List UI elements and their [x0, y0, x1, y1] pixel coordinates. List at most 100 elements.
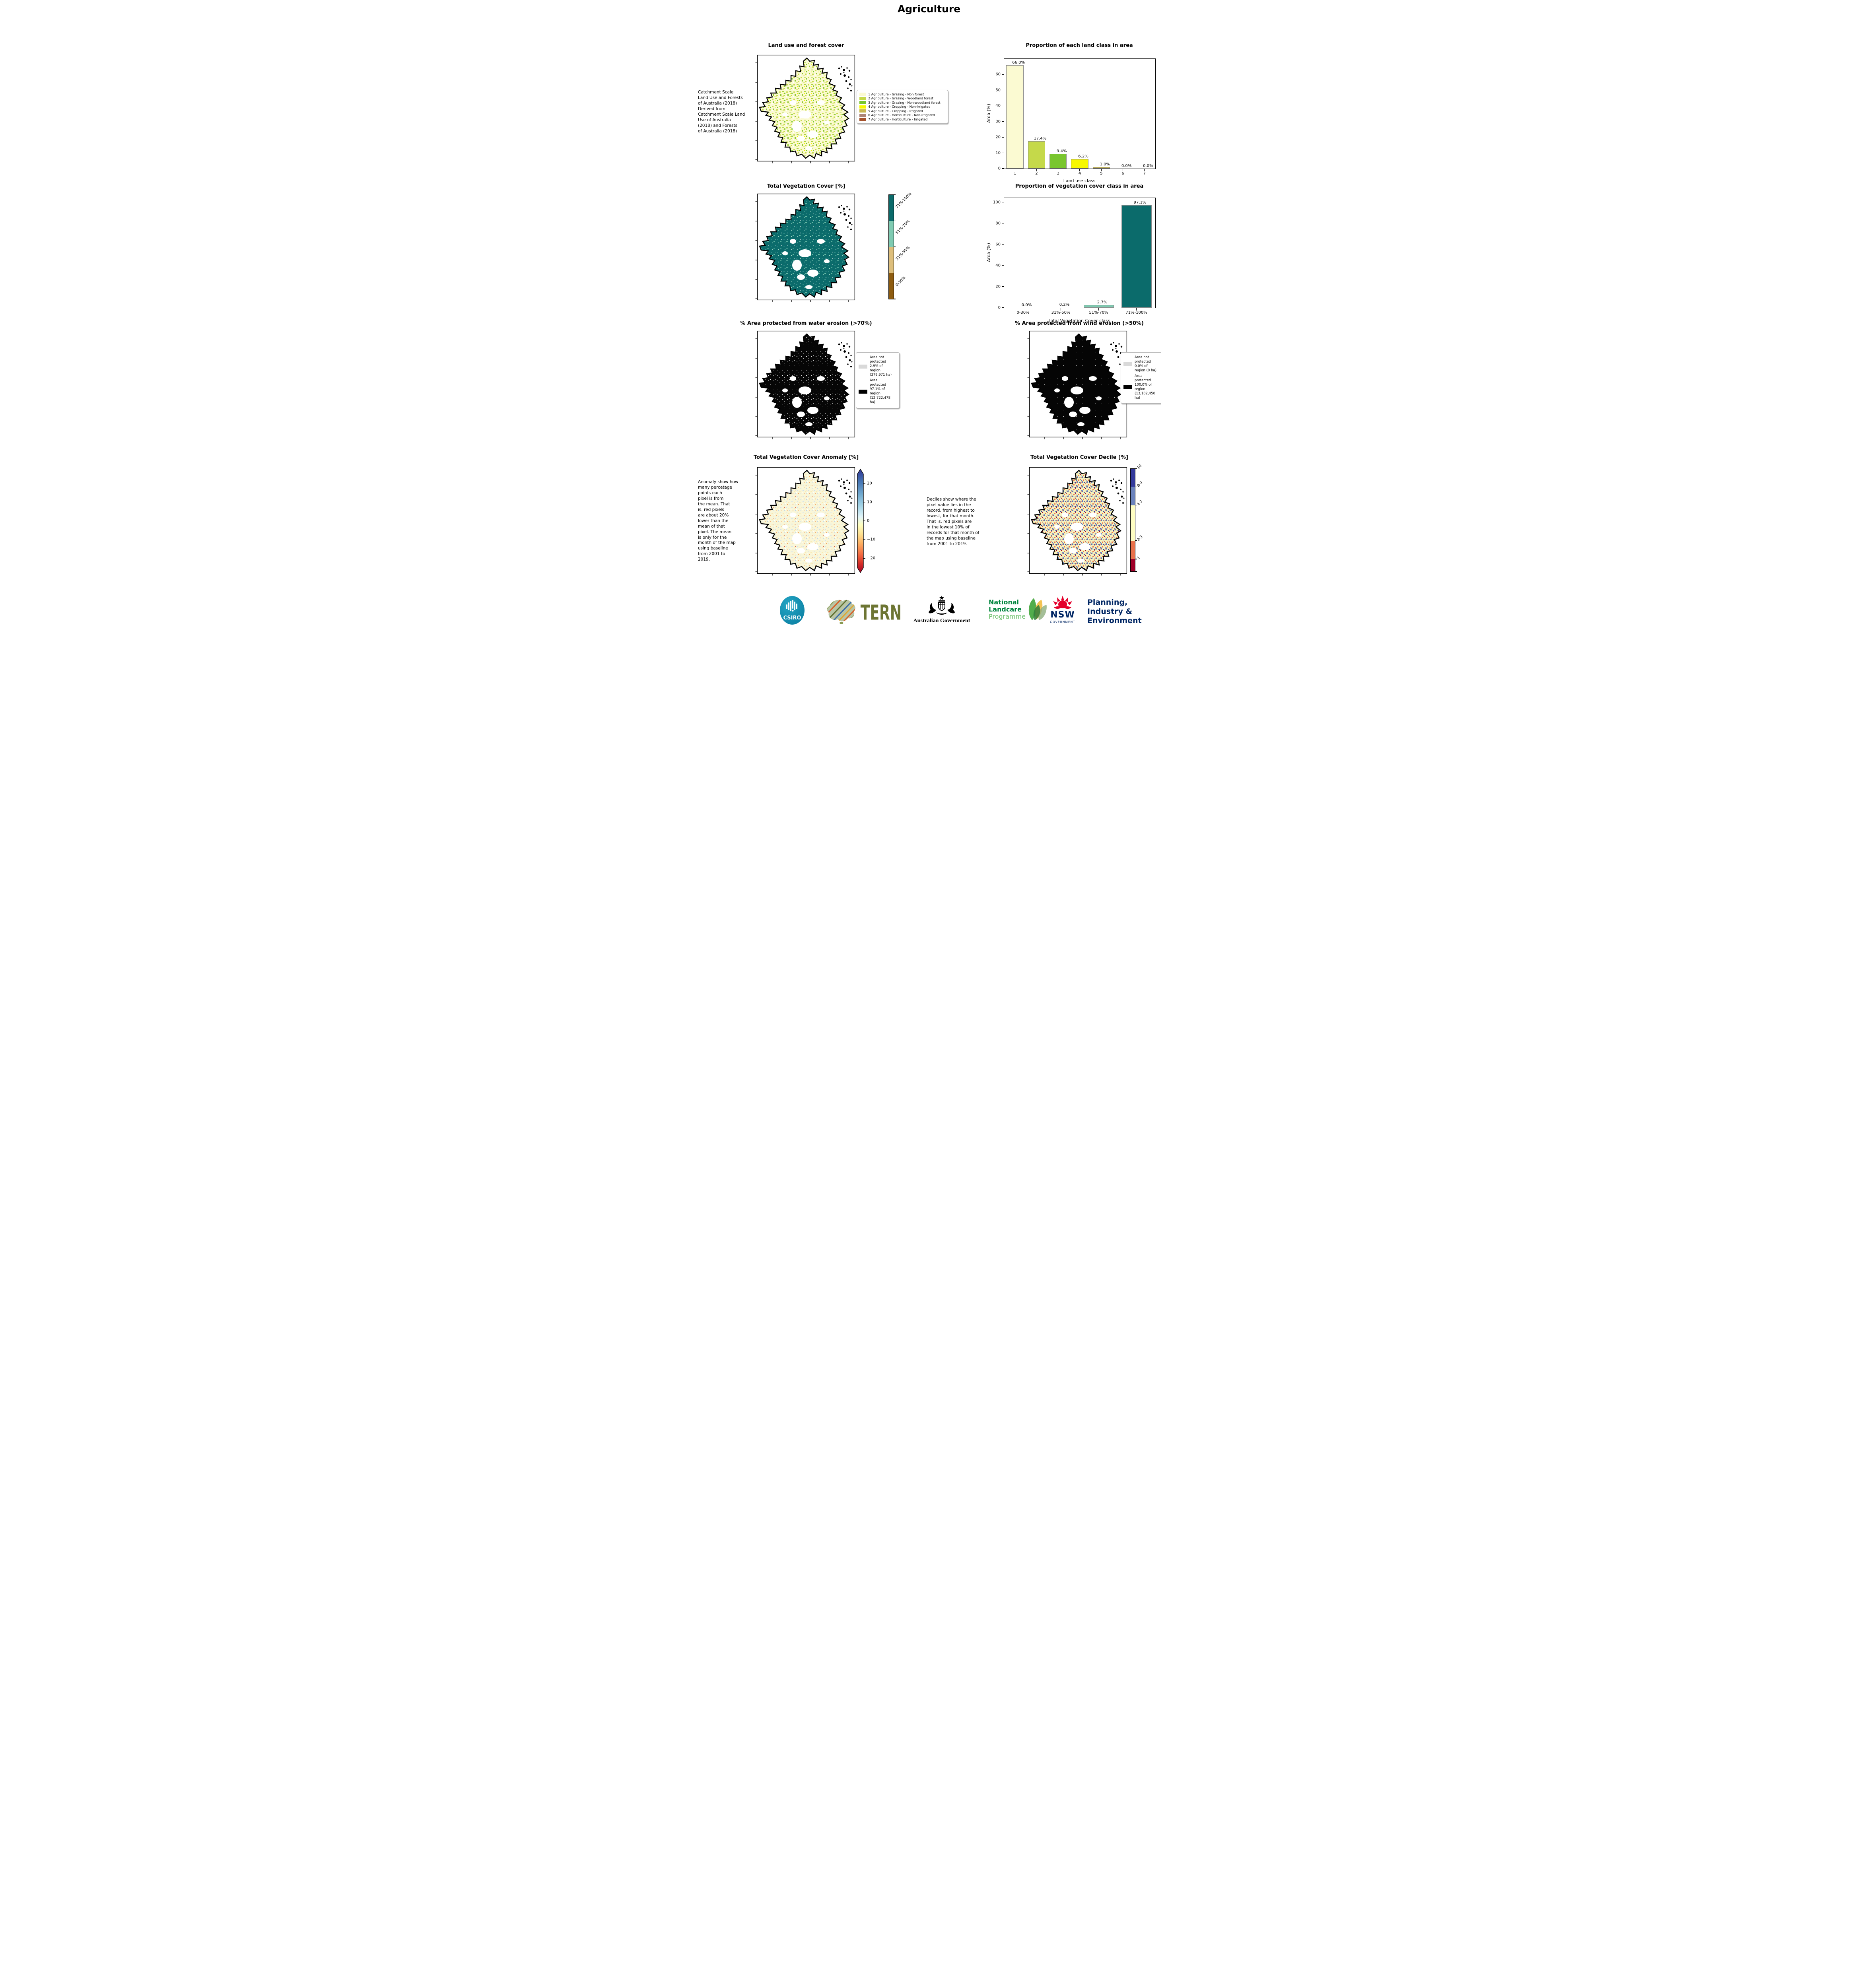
landcare-line-1: National — [989, 598, 1019, 606]
y-axis-tick — [1002, 74, 1004, 75]
x-axis-tick — [1079, 169, 1080, 171]
colorbar-label: 1 — [1136, 555, 1141, 561]
legend-label: 4 Agriculture - Cropping - Non-irrigated — [868, 105, 931, 109]
colorbar-label: 0-30% — [895, 276, 907, 287]
planning-wordmark: Planning, Industry & Environment — [1087, 598, 1159, 625]
bar — [1071, 159, 1088, 169]
nsw-waratah-icon — [1053, 596, 1072, 609]
legend-item: Area not protected 0.0% of region (0 ha) — [1123, 355, 1161, 373]
australian-government-label: Australian Government — [913, 618, 970, 624]
x-axis-tick — [1136, 308, 1137, 311]
colorbar-label: 10 — [1136, 464, 1143, 470]
legend-swatch — [859, 113, 866, 117]
colorbar-label: 4-7 — [1136, 499, 1144, 507]
y-axis-tick — [1002, 307, 1004, 308]
decile-map-title: Total Vegetation Cover Decile [%] — [1030, 454, 1128, 460]
y-axis-tick-label: 0 — [998, 305, 1001, 310]
bar-value-label: 9.4% — [1057, 149, 1067, 153]
colorbar-tick — [1135, 540, 1137, 541]
decile-map — [1027, 467, 1127, 576]
legend-item: 6 Agriculture - Horticulture - Non-irrig… — [859, 113, 945, 117]
x-axis-tick-label: 4 — [1078, 171, 1081, 176]
y-axis-tick — [1002, 137, 1004, 138]
land-class-chart-xlabel: Land use class — [1063, 178, 1096, 183]
legend-swatch — [859, 364, 867, 369]
colorbar-label: 2-3 — [1136, 534, 1144, 542]
x-axis-tick-label: 6 — [1121, 171, 1124, 176]
land-class-chart: 0 10 20 30 40 50 60 66.0% 1 17.4% 2 9.4% 3 6.2% 4 1.0% 5… — [995, 58, 1156, 176]
x-axis-tick — [1144, 169, 1145, 171]
legend-swatch — [859, 390, 867, 394]
legend-item: 7 Agriculture - Horticulture - Irrigated — [859, 118, 945, 121]
legend-label: Area protected 97.1% of region (12,722,4… — [870, 379, 890, 405]
colorbar-tick-label: 20 — [867, 481, 872, 486]
veg-cover-map-title: Total Vegetation Cover [%] — [767, 183, 845, 189]
veg-class-chart: 0 20 40 60 80 100 0.0% 0-30% 0.2% 31%-50% 2.7% 51%-… — [993, 198, 1156, 315]
y-axis-tick-label: 20 — [995, 284, 1001, 289]
planning-line-1: Planning, — [1087, 598, 1128, 607]
bar-value-label: 97.1% — [1133, 200, 1147, 205]
legend-item: 1 Agriculture - Grazing - Non forest — [859, 93, 945, 96]
legend-label: Area not protected 0.0% of region (0 ha) — [1135, 355, 1156, 373]
report-page: Agriculture Land use and forest cover Pr… — [697, 0, 1161, 635]
bar-value-label: 0.0% — [1143, 164, 1153, 168]
legend-item: Area not protected 2.9% of region (379,9… — [859, 355, 897, 377]
bar — [1121, 205, 1152, 308]
bar-value-label: 6.2% — [1078, 154, 1088, 159]
veg-class-chart-xlabel: Total Vegetation Cover class — [1048, 318, 1110, 323]
legend-label: 5 Agriculture - Cropping - Irrigated — [868, 109, 923, 113]
y-axis-tick-label: 0 — [998, 166, 1001, 171]
y-axis-tick — [1002, 286, 1004, 287]
colorbar-tick-label: −10 — [867, 537, 876, 542]
bar-value-label: 0.0% — [1021, 303, 1032, 307]
bar — [1006, 65, 1024, 169]
veg-cover-map — [755, 193, 855, 302]
legend-item: 2 Agriculture - Grazing - Woodland fores… — [859, 97, 945, 100]
veg-class-chart-ylabel: Area (%) — [986, 243, 991, 262]
bar-value-label: 0.2% — [1059, 303, 1070, 307]
x-axis-tick-label: 5 — [1100, 171, 1103, 176]
x-axis-tick-label: 0-30% — [1016, 311, 1030, 315]
bar — [1092, 167, 1110, 169]
x-axis-tick-label: 1 — [1013, 171, 1016, 176]
y-axis-tick — [1002, 244, 1004, 245]
y-axis-tick-label: 30 — [995, 119, 1001, 124]
legend-item: 3 Agriculture - Grazing - Non-woodland f… — [859, 101, 945, 105]
colorbar-segment — [1131, 487, 1135, 505]
legend-label: 3 Agriculture - Grazing - Non-woodland f… — [868, 101, 941, 105]
landcare-wordmark: National Landcare Programme — [989, 599, 1026, 620]
colorbar-label: 8-9 — [1136, 480, 1144, 488]
x-axis-tick-label: 7 — [1143, 171, 1146, 176]
legend-item: Area protected 97.1% of region (12,722,4… — [859, 379, 897, 405]
colorbar-segment — [1131, 505, 1135, 541]
y-axis-tick-label: 60 — [995, 242, 1001, 247]
bar-value-label: 66.0% — [1012, 60, 1025, 65]
legend-label: Area not protected 2.9% of region (379,9… — [870, 355, 892, 377]
legend-swatch — [859, 105, 866, 109]
colorbar-tick — [894, 194, 896, 195]
anomaly-note: Anomaly show how many percetage points e… — [698, 480, 739, 562]
y-axis-tick-label: 20 — [995, 135, 1001, 140]
x-axis-tick-label: 71%-100% — [1125, 311, 1147, 315]
land-use-source-note: Catchment Scale Land Use and Forests of … — [698, 90, 745, 134]
tern-logo-icon: TERN — [827, 600, 902, 625]
land-class-chart-title: Proportion of each land class in area — [1026, 43, 1133, 49]
planning-line-3: Environment — [1087, 616, 1142, 625]
anomaly-map-title: Total Vegetation Cover Anomaly [%] — [753, 454, 859, 460]
land-use-map-title: Land use and forest cover — [768, 43, 844, 49]
legend-item: Area protected 100.0% of region (13,102,… — [1123, 374, 1161, 400]
colorbar-segment — [1131, 540, 1135, 559]
x-axis-tick — [1101, 169, 1102, 171]
colorbar-tick — [1135, 468, 1137, 469]
x-axis-tick-label: 51%-70% — [1089, 311, 1108, 315]
nsw-government-label: GOVERNMENT — [1050, 620, 1075, 624]
colorbar-segment — [889, 273, 894, 299]
legend-label: 6 Agriculture - Horticulture - Non-irrig… — [868, 113, 935, 117]
tern-label: TERN — [861, 601, 902, 625]
page-title: Agriculture — [897, 3, 961, 15]
colorbar-tick-label: 0 — [867, 518, 870, 523]
x-axis-tick — [1036, 169, 1037, 171]
csiro-logo-icon: CSIRO — [780, 596, 805, 625]
x-axis-tick-label: 31%-50% — [1051, 311, 1071, 315]
wind-erosion-map — [1027, 330, 1127, 439]
